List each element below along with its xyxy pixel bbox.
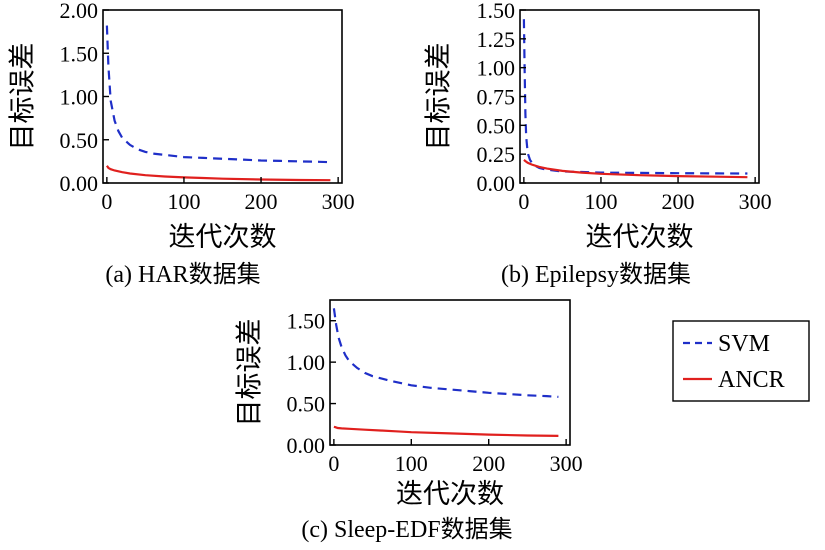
- x-tick-label: 200: [245, 189, 278, 214]
- series-line-svm: [522, 19, 748, 175]
- y-tick-label: 1.50: [477, 0, 516, 23]
- series-line-svm: [105, 25, 331, 164]
- series-line-ancr: [333, 425, 559, 437]
- x-tick-label: 200: [662, 189, 695, 214]
- y-tick-label: 2.00: [60, 0, 99, 23]
- plot-frame: [519, 9, 760, 184]
- panel-caption: (c) Sleep-EDF数据集: [301, 516, 512, 543]
- y-tick-label: 1.00: [60, 85, 99, 110]
- panel-caption: (a) HAR数据集: [105, 261, 260, 288]
- y-axis-label: 目标误差: [235, 319, 266, 427]
- panel-caption: (b) Epilepsy数据集: [501, 261, 691, 288]
- x-tick-label: 300: [739, 189, 772, 214]
- y-tick-label: 1.50: [60, 41, 99, 66]
- x-tick-label: 0: [328, 451, 339, 476]
- y-tick-label: 0.00: [477, 171, 516, 196]
- y-tick-label: 0.00: [60, 171, 99, 196]
- y-tick-label: 1.25: [477, 27, 516, 52]
- y-tick-label: 1.00: [477, 56, 516, 81]
- y-tick-label: 1.50: [287, 309, 326, 334]
- x-tick-label: 200: [472, 451, 505, 476]
- y-tick-label: 0.50: [287, 392, 326, 417]
- x-axis-label: 迭代次数: [169, 222, 277, 253]
- x-tick-label: 0: [518, 189, 529, 214]
- y-axis-label: 目标误差: [8, 43, 39, 151]
- legend: SVM ANCR: [672, 320, 810, 402]
- y-tick-label: 0.00: [287, 433, 326, 458]
- panel-c: 0.00 0.50 1.00 1.50 0 100 200 300 迭代次数 目标误差 (c) Sl…: [235, 299, 583, 543]
- plot-frame: [329, 299, 571, 446]
- plot-frame: [102, 9, 343, 184]
- series-line-ancr: [105, 165, 331, 182]
- legend-box: [672, 320, 810, 402]
- series-line-svm: [332, 308, 559, 398]
- x-tick-label: 100: [584, 189, 617, 214]
- x-tick-label: 100: [395, 451, 428, 476]
- x-tick-label: 0: [101, 189, 112, 214]
- y-tick-label: 0.25: [477, 142, 516, 167]
- panel-b: 0.00 0.25 0.50 0.75 1.00 1.25 1.50 0 100 200 300 迭代…: [424, 0, 772, 288]
- x-tick-label: 300: [550, 451, 583, 476]
- y-axis-label: 目标误差: [424, 43, 455, 151]
- legend-label: ANCR: [718, 367, 785, 393]
- x-tick-label: 100: [167, 189, 200, 214]
- x-tick-label: 300: [322, 189, 355, 214]
- y-tick-label: 1.00: [287, 350, 326, 375]
- x-axis-label: 迭代次数: [586, 222, 694, 253]
- y-tick-label: 0.75: [477, 85, 516, 110]
- x-axis-label: 迭代次数: [396, 479, 504, 510]
- y-tick-label: 0.50: [60, 128, 99, 153]
- panel-a: 0.00 0.50 1.00 1.50 2.00 0 100 200 300 迭代次数 目标误差 (a…: [8, 0, 355, 288]
- y-tick-label: 0.50: [477, 113, 516, 138]
- legend-label: SVM: [718, 331, 770, 357]
- series-line-ancr: [523, 159, 748, 179]
